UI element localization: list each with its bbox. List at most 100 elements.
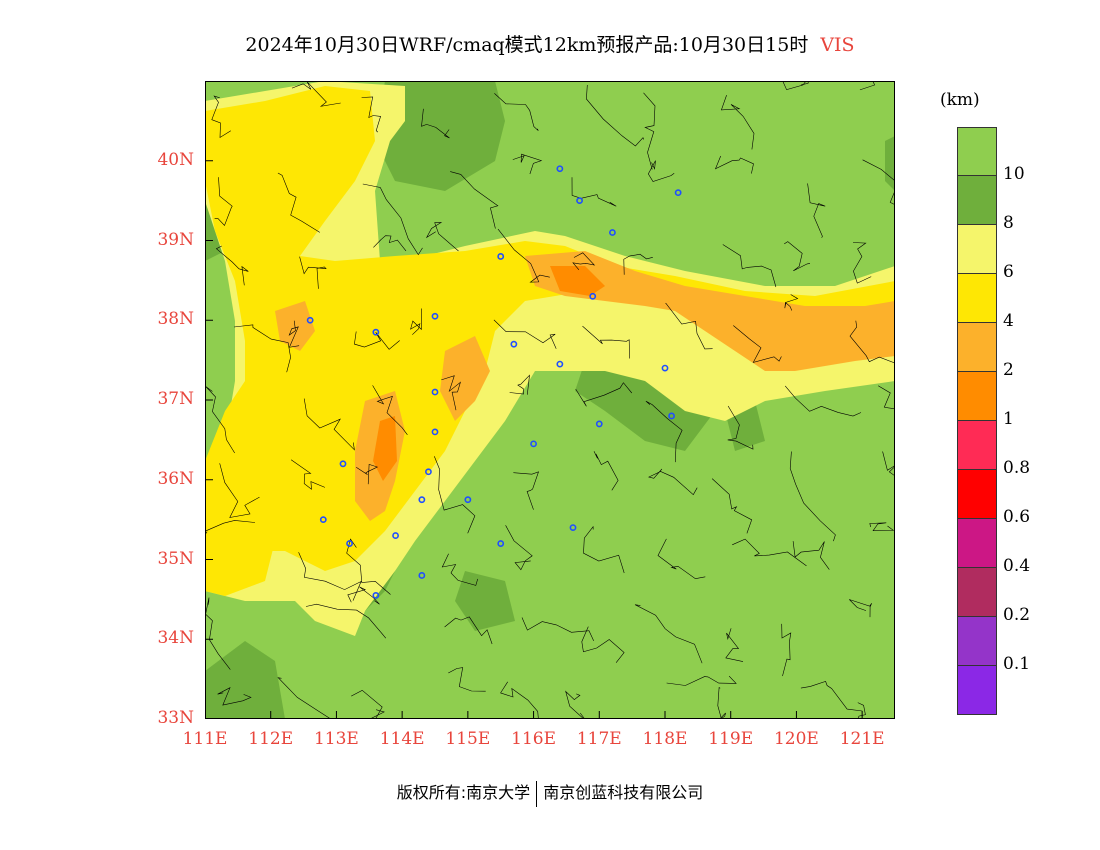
vis-1-2-layer: [373, 266, 605, 481]
border-line: [361, 96, 381, 133]
border-line: [857, 702, 866, 719]
border-line: [859, 81, 881, 91]
x-tick-label: 111E: [182, 729, 228, 749]
border-line: [512, 153, 543, 175]
border-line: [441, 553, 478, 586]
border-line: [714, 155, 754, 174]
x-tick-label: 116E: [511, 729, 556, 749]
border-line: [290, 459, 326, 490]
border-line: [425, 222, 459, 252]
station-marker: [372, 328, 380, 336]
station-marker: [431, 428, 439, 436]
border-line: [305, 603, 387, 639]
border-line: [732, 538, 807, 567]
border-line: [784, 241, 811, 272]
border-line: [373, 235, 407, 252]
border-line: [277, 677, 332, 719]
border-line: [354, 331, 400, 350]
legend-label: 10: [1003, 164, 1025, 184]
x-tick-label: 114E: [379, 729, 425, 749]
map-panel: [205, 81, 895, 719]
station-marker: [418, 496, 426, 504]
legend-swatch: [957, 470, 997, 519]
border-line: [494, 93, 539, 131]
border-line: [582, 325, 630, 359]
station-marker: [595, 420, 603, 428]
legend-label: 0.8: [1003, 458, 1031, 478]
legend-label: 2: [1003, 360, 1014, 380]
y-tick-label: 39N: [157, 229, 194, 250]
station-marker: [556, 360, 564, 368]
x-tick-label: 120E: [773, 729, 819, 749]
station-marker: [431, 388, 439, 396]
border-line: [725, 628, 744, 662]
border-line: [645, 400, 683, 463]
x-tick-label: 113E: [313, 729, 359, 749]
title-variable: VIS: [820, 34, 855, 56]
y-tick-label: 37N: [157, 389, 194, 409]
border-line: [505, 525, 533, 571]
station-marker: [392, 532, 399, 539]
footer-right: 南京创蓝科技有限公司: [543, 783, 704, 802]
station-marker: [431, 312, 439, 320]
x-tick-label: 121E: [839, 729, 885, 749]
border-line: [372, 385, 408, 435]
border-line: [214, 177, 233, 227]
border-line: [586, 84, 644, 147]
border-line: [362, 183, 423, 256]
station-marker: [530, 440, 537, 448]
border-line: [493, 319, 557, 349]
border-line: [497, 228, 550, 283]
y-tick-label: 36N: [157, 468, 194, 489]
border-line: [722, 244, 777, 288]
legend-unit: (km): [940, 90, 980, 110]
border-line: [441, 375, 461, 411]
station-marker: [609, 229, 616, 236]
station-marker: [556, 165, 564, 173]
border-line: [849, 320, 895, 364]
border-line: [211, 95, 231, 139]
border-line: [665, 302, 713, 350]
border-line: [277, 172, 320, 233]
border-line: [782, 81, 809, 91]
border-line: [852, 242, 872, 284]
legend-label: 0.4: [1003, 556, 1031, 576]
footer-separator: [536, 780, 538, 807]
border-line: [733, 325, 782, 363]
border-line: [410, 308, 422, 335]
legend-swatch: [957, 372, 997, 421]
x-tick-label: 119E: [708, 729, 754, 749]
border-line: [500, 681, 539, 719]
station-marker: [674, 189, 682, 197]
border-line: [233, 324, 291, 373]
border-line: [571, 177, 617, 207]
x-tick-label: 118E: [642, 729, 688, 749]
border-line: [434, 456, 476, 534]
station-marker: [510, 340, 518, 348]
legend-swatch: [957, 421, 997, 470]
border-line: [509, 374, 530, 395]
border-line: [647, 160, 675, 182]
border-line: [303, 398, 355, 451]
border-line: [217, 687, 252, 706]
station-marker: [306, 316, 314, 324]
legend-label: 0.6: [1003, 507, 1031, 527]
station-marker: [339, 460, 347, 468]
border-line: [450, 171, 499, 229]
border-line: [346, 538, 391, 595]
station-marker: [346, 540, 353, 547]
y-tick-label: 35N: [157, 548, 194, 569]
x-tick-label: 112E: [248, 729, 294, 749]
footer-copyright: 版权所有:南京大学 南京创蓝科技有限公司: [0, 779, 1100, 807]
border-line: [513, 471, 539, 510]
station-marker: [425, 468, 432, 476]
border-line: [789, 451, 836, 542]
station-marker: [319, 516, 327, 524]
border-line: [711, 478, 753, 534]
station-marker: [589, 292, 597, 300]
border-line: [299, 256, 327, 289]
border-line: [581, 626, 625, 663]
x-tick-label: 117E: [576, 729, 622, 749]
border-line: [215, 245, 249, 286]
station-marker: [569, 524, 577, 531]
